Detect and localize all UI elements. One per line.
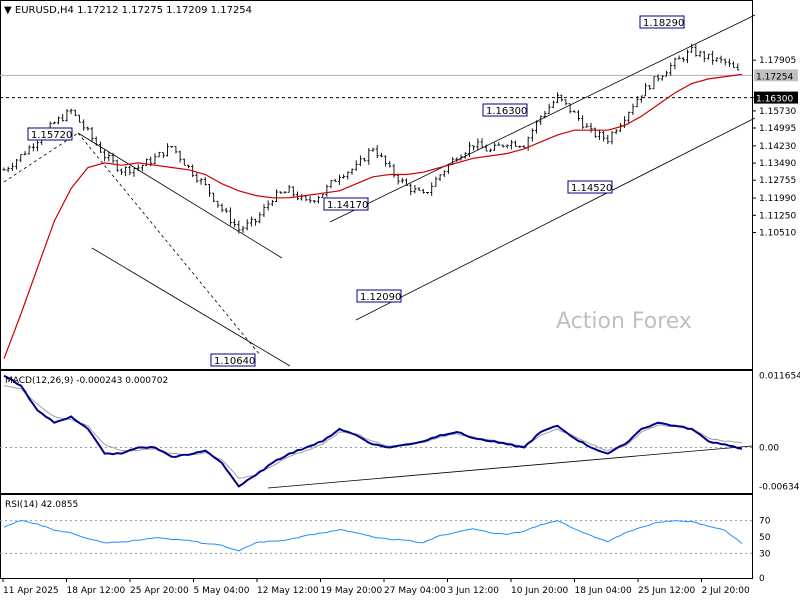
price-panel: 1.17905 1.16300 1.15730 1.14995 1.14230 1.134…	[0, 14, 798, 367]
x-tick-label: 25 Apr 20:00	[130, 586, 189, 596]
macd-tick-label: 0.011654	[759, 371, 800, 381]
macd-tick-label: -0.006345	[759, 483, 800, 493]
swing-label: 1.15720	[31, 130, 72, 141]
rsi-tick-label: 0	[759, 574, 765, 584]
swing-label-box	[567, 180, 613, 194]
macd-title: MACD(12,26,9) -0.000243 0.000702	[5, 376, 168, 386]
x-tick-label: 25 Jun 12:00	[638, 586, 695, 596]
trend-channel-line	[91, 247, 291, 367]
x-tick-label: 18 Apr 12:00	[67, 586, 126, 596]
swing-label-box	[482, 103, 528, 117]
x-tick-label: 5 May 04:00	[194, 586, 250, 596]
horizontal-level-label: 1.16300	[756, 95, 793, 105]
x-tick-label: 2 Jul 20:00	[702, 586, 751, 596]
price-tick-label: 1.11250	[759, 211, 796, 221]
swing-label: 1.14520	[571, 183, 612, 194]
trend-channel-line	[3, 132, 79, 183]
swing-label-box	[323, 197, 369, 211]
dropdown-arrow-icon: ▼	[4, 5, 15, 16]
rsi-tick-label: 70	[759, 517, 771, 527]
horizontal-level-badge	[754, 91, 798, 104]
x-tick-label: 11 Apr 2025	[3, 586, 59, 596]
x-axis: 11 Apr 2025 18 Apr 12:00 25 Apr 20:00 5 May…	[2, 578, 751, 596]
swing-label: 1.12090	[360, 292, 401, 303]
price-tick-label: 1.14230	[759, 142, 796, 152]
swing-label-box	[210, 353, 256, 367]
swing-label-box	[27, 127, 73, 141]
rsi-panel: 70 50 30 0	[0, 517, 771, 584]
price-tick-label: 1.13490	[759, 159, 796, 169]
rsi-tick-label: 50	[759, 533, 771, 543]
macd-panel: 0.011654 0.00 -0.006345	[0, 371, 800, 493]
macd-panel-frame	[0, 370, 753, 494]
x-tick-label: 18 Jun 04:00	[575, 586, 632, 596]
x-tick-label: 27 May 04:00	[384, 586, 446, 596]
rsi-title: RSI(14) 42.0855	[5, 500, 78, 510]
price-panel-frame	[0, 0, 753, 370]
trend-channel-line	[77, 132, 283, 259]
chart-symbol-header: ▼ EURUSD,H4 1.17212 1.17275 1.17209 1.17…	[4, 5, 252, 16]
x-tick-label: 19 May 20:00	[321, 586, 383, 596]
trend-channel-line	[355, 117, 756, 321]
price-tick-label: 1.11990	[759, 194, 796, 204]
macd-tick-label: 0.00	[759, 443, 779, 453]
rsi-panel-frame	[0, 494, 753, 579]
price-tick-label: 1.10510	[759, 229, 796, 239]
price-tick-label: 1.15730	[759, 107, 796, 117]
rsi-tick-label: 30	[759, 549, 771, 559]
price-tick-label: 1.17905	[759, 56, 796, 66]
current-price-badge	[754, 69, 798, 82]
macd-trend-line	[267, 445, 753, 489]
swing-label: 1.16300	[486, 106, 527, 117]
chart-ohlc: 1.17212 1.17275 1.17209 1.17254	[77, 5, 252, 16]
swing-label-box	[356, 289, 402, 303]
macd-line	[3, 374, 743, 488]
rsi-line	[3, 520, 743, 552]
watermark-text: Action Forex	[556, 309, 692, 334]
swing-label: 1.10640	[214, 356, 255, 367]
chart-symbol: EURUSD,H4	[15, 5, 74, 16]
trend-channel-line	[329, 14, 756, 223]
x-tick-label: 12 May 12:00	[257, 586, 319, 596]
price-tick-label: 1.12755	[759, 176, 796, 186]
swing-label: 1.14170	[327, 200, 368, 211]
x-tick-label: 3 Jun 12:00	[448, 586, 500, 596]
price-tick-label: 1.14995	[759, 124, 796, 134]
swing-label-box	[639, 15, 685, 29]
current-price-label: 1.17254	[756, 72, 793, 82]
moving-average-line	[3, 73, 743, 359]
swing-label: 1.18290	[643, 18, 684, 29]
x-tick-label: 10 Jun 20:00	[511, 586, 568, 596]
